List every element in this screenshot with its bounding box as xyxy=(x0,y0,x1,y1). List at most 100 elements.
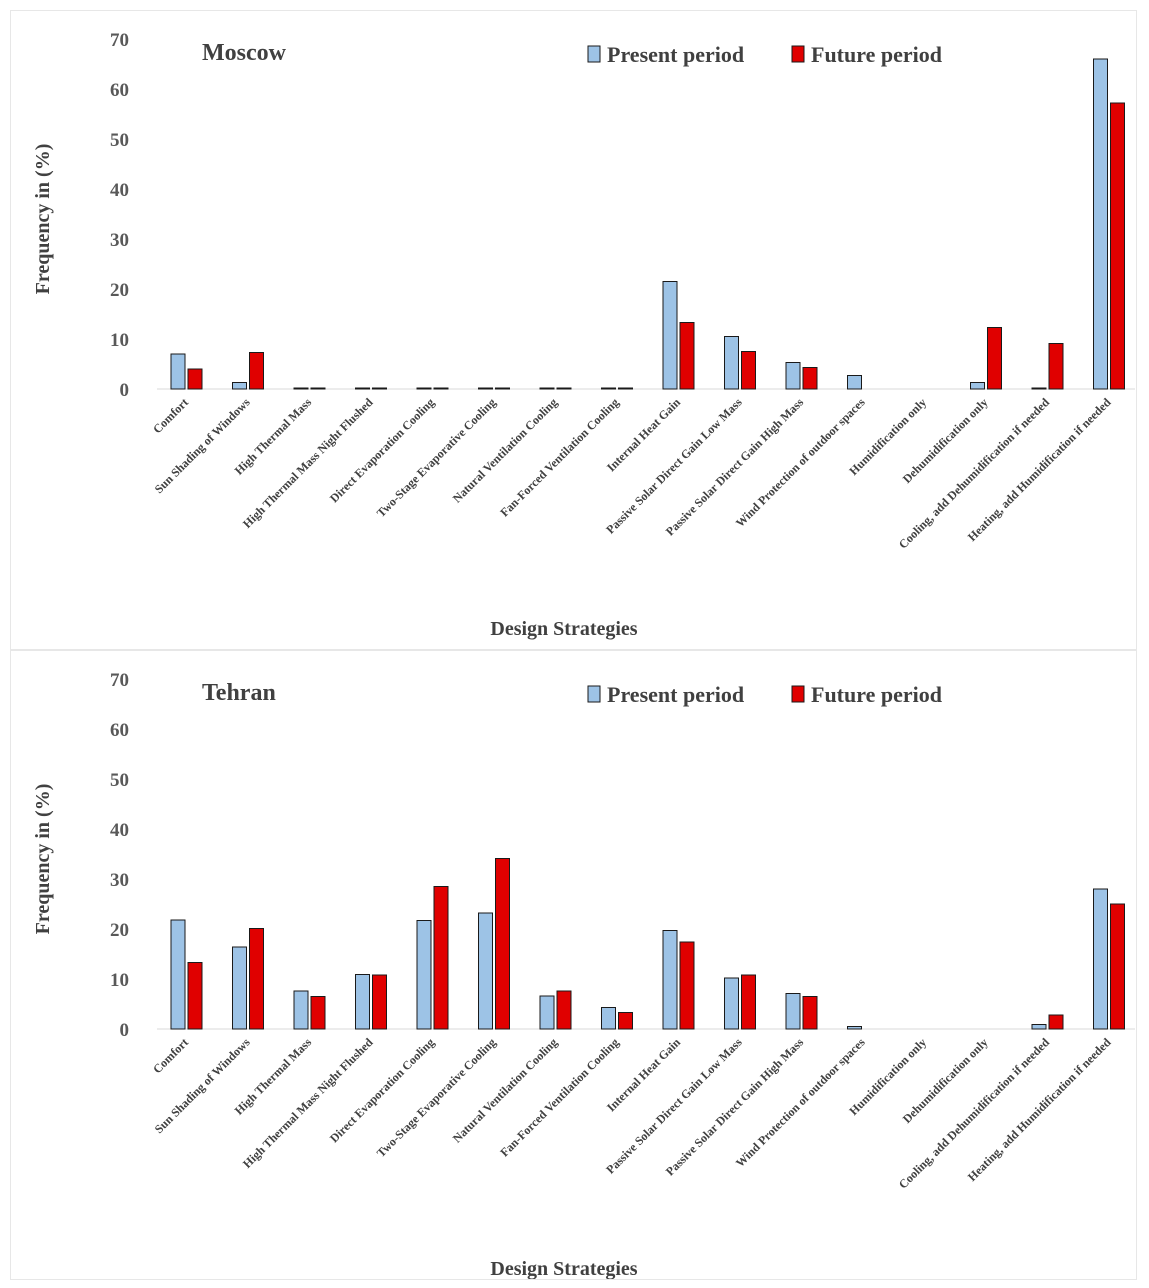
moscow-bar-present xyxy=(601,387,616,390)
moscow-bar-present xyxy=(724,336,739,390)
moscow-bar-future xyxy=(987,327,1002,390)
tehran-y-tick-label: 40 xyxy=(110,820,129,841)
moscow-legend-label-future: Future period xyxy=(811,42,942,67)
moscow-bar-future xyxy=(310,387,326,390)
moscow-bar-future xyxy=(249,352,264,390)
moscow-bar-future xyxy=(741,351,756,390)
tehran-bar-future xyxy=(618,1012,633,1030)
moscow-x-axis-label: Design Strategies xyxy=(490,618,637,640)
moscow-bar-future xyxy=(802,367,818,390)
moscow-bar-future xyxy=(618,387,633,390)
tehran-bar-present xyxy=(785,993,801,1030)
tehran-y-tick-label: 60 xyxy=(110,720,129,741)
tehran-x-tick-label: Natural Ventilation Cooling xyxy=(450,1035,560,1145)
tehran-y-tick-label: 0 xyxy=(120,1020,130,1041)
tehran-bar-present xyxy=(662,930,678,1030)
tehran-legend-swatch-future xyxy=(791,685,805,703)
moscow-bar-present xyxy=(293,387,309,390)
moscow-bar-future xyxy=(1110,102,1125,390)
moscow-x-tick-label: Natural Ventilation Cooling xyxy=(450,395,560,505)
moscow-chart-title: Moscow xyxy=(202,40,287,66)
tehran-bar-present xyxy=(1093,888,1108,1030)
tehran-y-axis-label: Frequency in (%) xyxy=(32,784,54,935)
tehran-bar-future xyxy=(495,858,510,1030)
moscow-bar-present xyxy=(355,387,370,390)
tehran-x-axis-label: Design Strategies xyxy=(490,1258,637,1279)
moscow-bar-present xyxy=(416,387,432,390)
moscow-y-tick-label: 10 xyxy=(110,330,129,351)
moscow-y-tick-label: 0 xyxy=(120,380,130,401)
moscow-bar-present xyxy=(539,387,555,390)
moscow-bar-present xyxy=(1093,58,1108,390)
tehran-bar-future xyxy=(556,990,572,1030)
moscow-bar-present xyxy=(970,382,985,390)
moscow-y-tick-label: 30 xyxy=(110,230,129,251)
moscow-chart-panel: Moscow 0 10 20 30 40 50 60 70 Frequency in (%) Com… xyxy=(10,10,1137,650)
tehran-y-tick-label: 10 xyxy=(110,970,129,991)
tehran-y-tick-label: 30 xyxy=(110,870,129,891)
tehran-bar-present xyxy=(847,1026,862,1030)
tehran-bar-chart: Tehran 0 10 20 30 40 50 60 70 Frequency in (%) Com… xyxy=(32,670,1135,1279)
moscow-bar-future xyxy=(556,387,572,390)
tehran-chart-title: Tehran xyxy=(202,680,276,706)
tehran-legend-swatch-present xyxy=(587,685,601,703)
tehran-bar-future xyxy=(1048,1014,1064,1030)
moscow-x-tick-label: Comfort xyxy=(150,395,191,436)
tehran-bar-present xyxy=(170,919,186,1030)
moscow-legend-label-present: Present period xyxy=(607,42,744,67)
moscow-bar-future xyxy=(679,322,695,390)
moscow-bar-present xyxy=(847,375,862,390)
tehran-bar-present xyxy=(355,974,370,1030)
tehran-y-tick-label: 50 xyxy=(110,770,129,791)
moscow-bar-present xyxy=(170,353,186,390)
moscow-y-tick-label: 40 xyxy=(110,180,129,201)
moscow-bar-present xyxy=(1031,387,1047,390)
moscow-bar-future xyxy=(1048,343,1064,390)
moscow-bar-future xyxy=(495,387,510,390)
tehran-bar-future xyxy=(1110,903,1125,1030)
tehran-chart-panel: Tehran 0 10 20 30 40 50 60 70 Frequency in (%) Com… xyxy=(10,650,1137,1280)
moscow-bar-present xyxy=(478,387,493,390)
tehran-x-tick-label: Two-Stage Evaporative Cooling xyxy=(374,1035,499,1160)
tehran-x-tick-label: High Thermal Mass Night Flushed xyxy=(240,1035,376,1171)
moscow-y-tick-label: 60 xyxy=(110,80,129,101)
tehran-x-tick-label: Comfort xyxy=(150,1035,191,1076)
moscow-x-tick-label: Passive Solar Direct Gain Low Mass xyxy=(603,395,745,537)
tehran-bar-future xyxy=(433,886,449,1030)
moscow-y-tick-label: 20 xyxy=(110,280,129,301)
tehran-x-tick-label: Fan-Forced Ventilation Cooling xyxy=(497,1035,621,1159)
moscow-bar-chart: Moscow 0 10 20 30 40 50 60 70 Frequency in (%) Com… xyxy=(32,30,1135,640)
moscow-bar-future xyxy=(433,387,449,390)
moscow-x-tick-label: Direct Evaporation Cooling xyxy=(327,395,437,505)
moscow-legend-swatch-present xyxy=(587,45,601,63)
moscow-x-tick-label: Two-Stage Evaporative Cooling xyxy=(374,395,499,520)
moscow-legend-swatch-future xyxy=(791,45,805,63)
moscow-y-tick-label: 70 xyxy=(110,30,129,51)
tehran-y-tick-label: 20 xyxy=(110,920,129,941)
tehran-legend-label-present: Present period xyxy=(607,682,744,707)
moscow-bar-present xyxy=(232,382,247,390)
tehran-x-tick-label: Passive Solar Direct Gain Low Mass xyxy=(603,1035,745,1177)
tehran-legend-label-future: Future period xyxy=(811,682,942,707)
tehran-bar-present xyxy=(601,1007,616,1030)
tehran-bar-future xyxy=(249,928,264,1030)
tehran-bar-present xyxy=(478,912,493,1030)
tehran-bar-present xyxy=(724,977,739,1030)
tehran-x-tick-label: Direct Evaporation Cooling xyxy=(327,1035,437,1145)
tehran-bar-present xyxy=(293,990,309,1030)
moscow-bar-present xyxy=(662,281,678,390)
tehran-bar-future xyxy=(741,974,756,1030)
moscow-x-tick-label: Fan-Forced Ventilation Cooling xyxy=(497,395,621,519)
moscow-x-tick-label: Wind Protection of outdoor spaces xyxy=(733,395,868,530)
tehran-bar-future xyxy=(802,996,818,1030)
tehran-y-tick-label: 70 xyxy=(110,670,129,691)
tehran-bar-present xyxy=(1031,1024,1047,1030)
tehran-bar-present xyxy=(416,920,432,1030)
moscow-x-tick-label: High Thermal Mass Night Flushed xyxy=(240,395,376,531)
moscow-y-axis-label: Frequency in (%) xyxy=(32,144,54,295)
tehran-x-tick-label: Wind Protection of outdoor spaces xyxy=(733,1035,868,1170)
tehran-bar-future xyxy=(679,941,695,1030)
moscow-y-tick-label: 50 xyxy=(110,130,129,151)
tehran-bar-future xyxy=(372,974,387,1030)
moscow-bar-present xyxy=(785,362,801,390)
